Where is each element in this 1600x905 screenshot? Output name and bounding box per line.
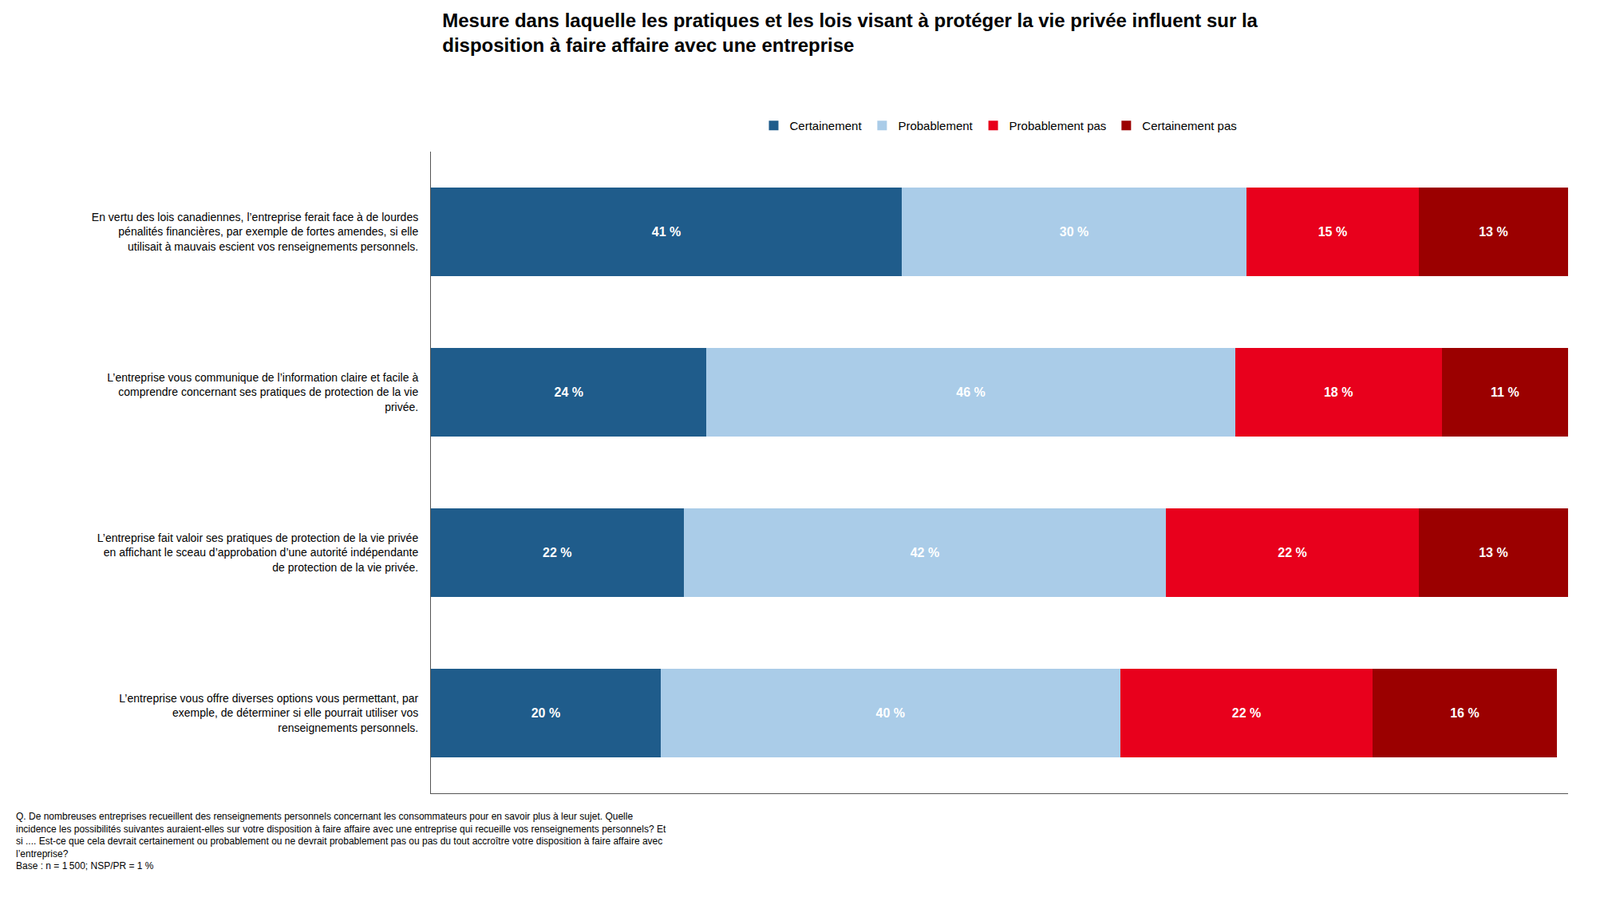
svg-text:L’entreprise vous offre divers: L’entreprise vous offre diverses options… bbox=[118, 691, 419, 734]
svg-text:11 %: 11 % bbox=[1490, 385, 1520, 400]
svg-text:13 %: 13 % bbox=[1478, 225, 1508, 239]
svg-text:Certainement: Certainement bbox=[790, 118, 863, 133]
svg-text:En vertu des lois canadiennes,: En vertu des lois canadiennes, l’entrepr… bbox=[91, 210, 419, 253]
svg-text:Probablement pas: Probablement pas bbox=[1009, 118, 1107, 133]
svg-text:Mesure dans laquelle les prati: Mesure dans laquelle les pratiques et le… bbox=[442, 9, 1258, 56]
svg-text:41 %: 41 % bbox=[651, 225, 681, 239]
svg-text:24 %: 24 % bbox=[553, 385, 583, 400]
svg-text:22 %: 22 % bbox=[1277, 545, 1307, 560]
svg-text:16 %: 16 % bbox=[1449, 706, 1479, 720]
svg-text:L’entreprise vous communique d: L’entreprise vous communique de l’inform… bbox=[106, 371, 419, 413]
svg-text:Q. De nombreuses entreprises r: Q. De nombreuses entreprises recueillent… bbox=[15, 810, 667, 872]
svg-text:L’entreprise fait valoir ses p: L’entreprise fait valoir ses pratiques d… bbox=[97, 531, 419, 573]
svg-text:22 %: 22 % bbox=[542, 545, 572, 560]
svg-text:42 %: 42 % bbox=[910, 545, 940, 560]
svg-text:20 %: 20 % bbox=[531, 706, 561, 720]
svg-text:13 %: 13 % bbox=[1478, 545, 1508, 560]
svg-text:22 %: 22 % bbox=[1232, 706, 1261, 720]
svg-text:Probablement: Probablement bbox=[897, 118, 973, 133]
svg-text:40 %: 40 % bbox=[876, 706, 905, 720]
svg-text:18 %: 18 % bbox=[1323, 385, 1353, 400]
svg-text:15 %: 15 % bbox=[1318, 225, 1348, 239]
svg-text:Certainement pas: Certainement pas bbox=[1141, 118, 1237, 133]
svg-text:30 %: 30 % bbox=[1059, 225, 1089, 239]
svg-text:46 %: 46 % bbox=[956, 385, 985, 400]
